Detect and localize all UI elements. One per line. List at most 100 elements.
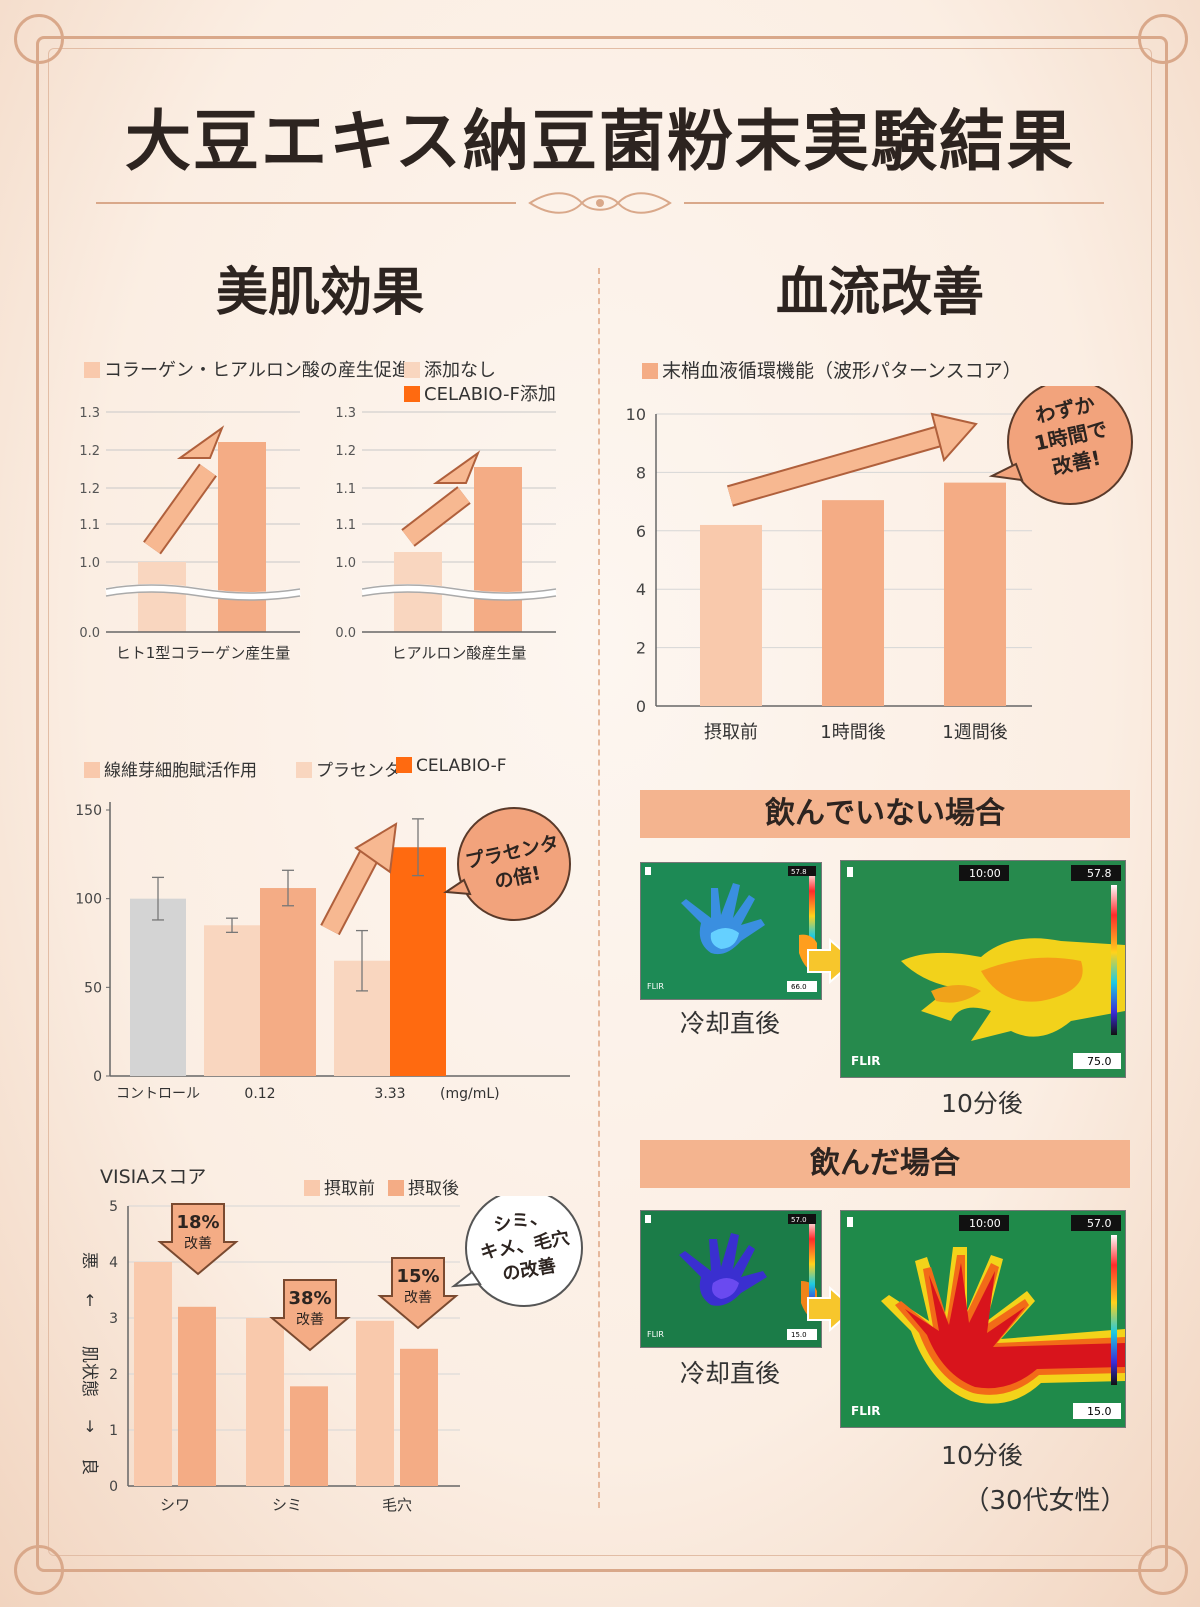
chart-collagen: 0.0 1.0 1.1 1.2 1.2 1.3 ヒト1型コラーゲン産生量 [79,406,301,662]
improvement-badge [157,1203,239,1276]
legend-swatch [642,363,658,379]
y-label-bottom: 良 [79,1458,99,1475]
callout-tail [450,1270,482,1288]
outer-frame [36,36,1168,1572]
y-tick-label: 2 [636,639,646,658]
large-bottom-temp: 75.0 [1087,1055,1112,1068]
chart1-legend-title: コラーゲン・ヒアルロン酸の産生促進 [84,356,410,382]
x-tick-label: 3.33 [374,1086,405,1102]
drink-after-caption: 10分後 [941,1441,1023,1470]
y-tick-label: 1.1 [79,518,100,533]
y-tick-label: 1.1 [335,482,356,497]
y-tick-label: 1.2 [79,482,100,497]
large-time: 10:00 [969,867,1001,880]
bar [474,467,522,632]
chart2-legend-item-celabio: CELABIO-F [396,756,507,776]
small-top-temp: 57.8 [791,868,807,876]
legend-swatch [304,1180,320,1196]
x-tick-label: 毛穴 [382,1496,412,1514]
badge-word: 改善 [296,1312,324,1328]
right-section-title: 血流改善 [775,263,984,323]
callout-tail [988,462,1024,482]
bar [390,847,446,1076]
y-tick-label: 0 [93,1069,102,1085]
title-underline-left [96,202,516,204]
y-tick-label: 5 [109,1199,118,1215]
flir-logo: FLIR [851,1054,881,1068]
y-tick-label: 1.1 [335,518,356,533]
large-time: 10:00 [969,1217,1001,1230]
y-tick-label: 0.0 [79,626,100,641]
y-arrow-up: ↑ [83,1291,96,1310]
drink-before-caption: 冷却直後 [679,1359,780,1388]
bar [260,888,316,1076]
no-drink-band: 飲んでいない場合 [640,790,1130,838]
bar [130,898,186,1076]
legend-text: 線維芽細胞賦活作用 [104,761,257,781]
thermal-small-drink: FLIR 57.0 15.0 [640,1210,822,1348]
legend-swatch [388,1180,404,1196]
x-tick-label: 摂取前 [704,722,758,743]
y-tick-label: 3 [109,1311,118,1327]
improvement-badge [377,1257,459,1330]
increase-arrow-shaft [322,845,380,935]
x-unit-label: (mg/mL) [440,1086,500,1102]
y-tick-label: 1.3 [335,406,356,421]
y-tick-label: 1.2 [335,444,356,459]
bar [218,442,266,632]
x-tick-label: シミ [272,1496,302,1514]
y-tick-label: 2 [109,1367,118,1383]
y-tick-label: 50 [84,980,102,996]
axis-break-line [105,584,301,594]
chart2-legend-item-placenta: プラセンタ [296,756,401,781]
y-label-top: 悪 [79,1252,99,1269]
x-tick-label: 1週間後 [942,722,1007,743]
improvement-badge [269,1279,351,1352]
axis-break-line [361,584,557,594]
bar [290,1386,328,1486]
trend-arrow-shaft [727,427,943,505]
axis-break [361,584,557,600]
thermal-small-no-drink: FLIR 57.8 66.0 [640,862,822,1000]
chart-hyaluronic: 0.0 1.0 1.1 1.1 1.2 1.3 ヒアルロン酸産生量 [335,406,557,662]
x-tick-label: 0.12 [244,1086,275,1102]
corner-ornament [1138,1545,1188,1595]
bar [944,482,1006,706]
axis-break-line [361,591,557,601]
increase-arrow-shaft [144,464,216,554]
legend-swatch [84,762,100,778]
left-section-title: 美肌効果 [215,263,424,323]
no-drink-before-caption: 冷却直後 [679,1009,780,1038]
corner-ornament [14,14,64,64]
y-tick-label: 10 [626,405,646,424]
legend-text: プラセンタ [316,761,401,781]
y-tick-label: 8 [636,463,646,482]
bar [356,1320,394,1486]
bar [138,562,186,632]
y-tick-label: 150 [75,803,102,819]
small-bottom-temp: 66.0 [791,983,807,991]
legend-text: CELABIO-F [416,756,507,776]
corner-ornament [14,1545,64,1595]
bar [134,1262,172,1486]
drink-band: 飲んだ場合 [640,1140,1130,1188]
callout-bubble [457,807,571,921]
no-drink-after-caption: 10分後 [941,1089,1023,1118]
section-divider [598,268,600,1508]
y-label-middle: 肌状態 [79,1346,99,1397]
chart1-legend-item-celabio: CELABIO-F添加 [404,380,556,406]
legend-text: CELABIO-F添加 [424,384,556,405]
chart4-legend-title: 末梢血液循環機能（波形パターンスコア） [642,356,1022,383]
increase-arrow-shaft [402,487,470,546]
bar [204,925,260,1076]
callout-tail [443,878,472,896]
x-tick-label: シワ [160,1496,190,1514]
x-tick-label: コントロール [116,1086,200,1102]
thermal-image: 10:00 57.0 FLIR 15.0 [841,1211,1125,1427]
y-tick-label: 1 [109,1423,118,1439]
thermal-image: FLIR 57.0 15.0 [641,1211,821,1347]
chart2-legend-title: 線維芽細胞賦活作用 [84,756,257,781]
legend-swatch [404,362,420,378]
